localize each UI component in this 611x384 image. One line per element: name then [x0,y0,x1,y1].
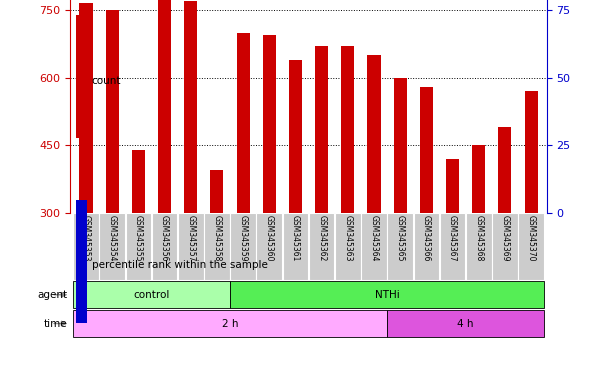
Text: GSM345363: GSM345363 [343,215,353,262]
Bar [73,281,230,308]
Bar [230,213,256,280]
Bar [158,0,171,213]
Bar [472,146,485,213]
Bar [152,213,177,280]
Text: 4 h: 4 h [458,318,474,329]
Bar [289,60,302,213]
Text: GSM345367: GSM345367 [448,215,457,262]
Bar [73,213,99,280]
Bar [446,159,459,213]
Bar [387,310,544,337]
Bar [367,55,381,213]
Bar [440,213,466,280]
Text: GSM345366: GSM345366 [422,215,431,262]
Bar [125,213,151,280]
Bar [309,213,334,280]
Text: GSM345370: GSM345370 [527,215,536,262]
Text: GSM345355: GSM345355 [134,215,143,262]
Text: GSM345356: GSM345356 [160,215,169,262]
Bar [257,213,282,280]
Text: GSM345354: GSM345354 [108,215,117,262]
Bar [414,213,439,280]
Text: GSM345362: GSM345362 [317,215,326,262]
Bar [184,1,197,213]
Text: GSM345364: GSM345364 [370,215,379,262]
Bar [236,33,250,213]
Bar [79,3,92,213]
Bar [100,213,125,280]
Text: GSM345361: GSM345361 [291,215,300,262]
Text: 2 h: 2 h [222,318,238,329]
Bar [499,127,511,213]
Bar [335,213,360,280]
Bar [420,87,433,213]
Bar [342,46,354,213]
Bar [73,310,387,337]
Bar [204,213,230,280]
Text: GSM345365: GSM345365 [396,215,404,262]
Text: GSM345359: GSM345359 [238,215,247,262]
Text: GSM345357: GSM345357 [186,215,196,262]
Bar [466,213,492,280]
Bar [132,150,145,213]
Bar [283,213,309,280]
Bar [393,78,407,213]
Bar [525,91,538,213]
Bar [230,281,544,308]
Text: agent: agent [37,290,67,300]
Bar [178,213,203,280]
Bar [76,200,87,323]
Text: time: time [43,318,67,329]
Bar [263,35,276,213]
Text: GSM345358: GSM345358 [213,215,221,262]
Bar [76,15,87,138]
Bar [387,213,413,280]
Bar [315,46,328,213]
Text: count: count [92,76,121,86]
Bar [361,213,387,280]
Text: GSM345369: GSM345369 [500,215,510,262]
Text: NTHi: NTHi [375,290,400,300]
Text: GSM345353: GSM345353 [81,215,90,262]
Text: GSM345368: GSM345368 [474,215,483,262]
Text: GSM345360: GSM345360 [265,215,274,262]
Bar [492,213,518,280]
Text: control: control [133,290,170,300]
Text: percentile rank within the sample: percentile rank within the sample [92,260,268,270]
Bar [210,170,224,213]
Bar [518,213,544,280]
Bar [106,10,119,213]
